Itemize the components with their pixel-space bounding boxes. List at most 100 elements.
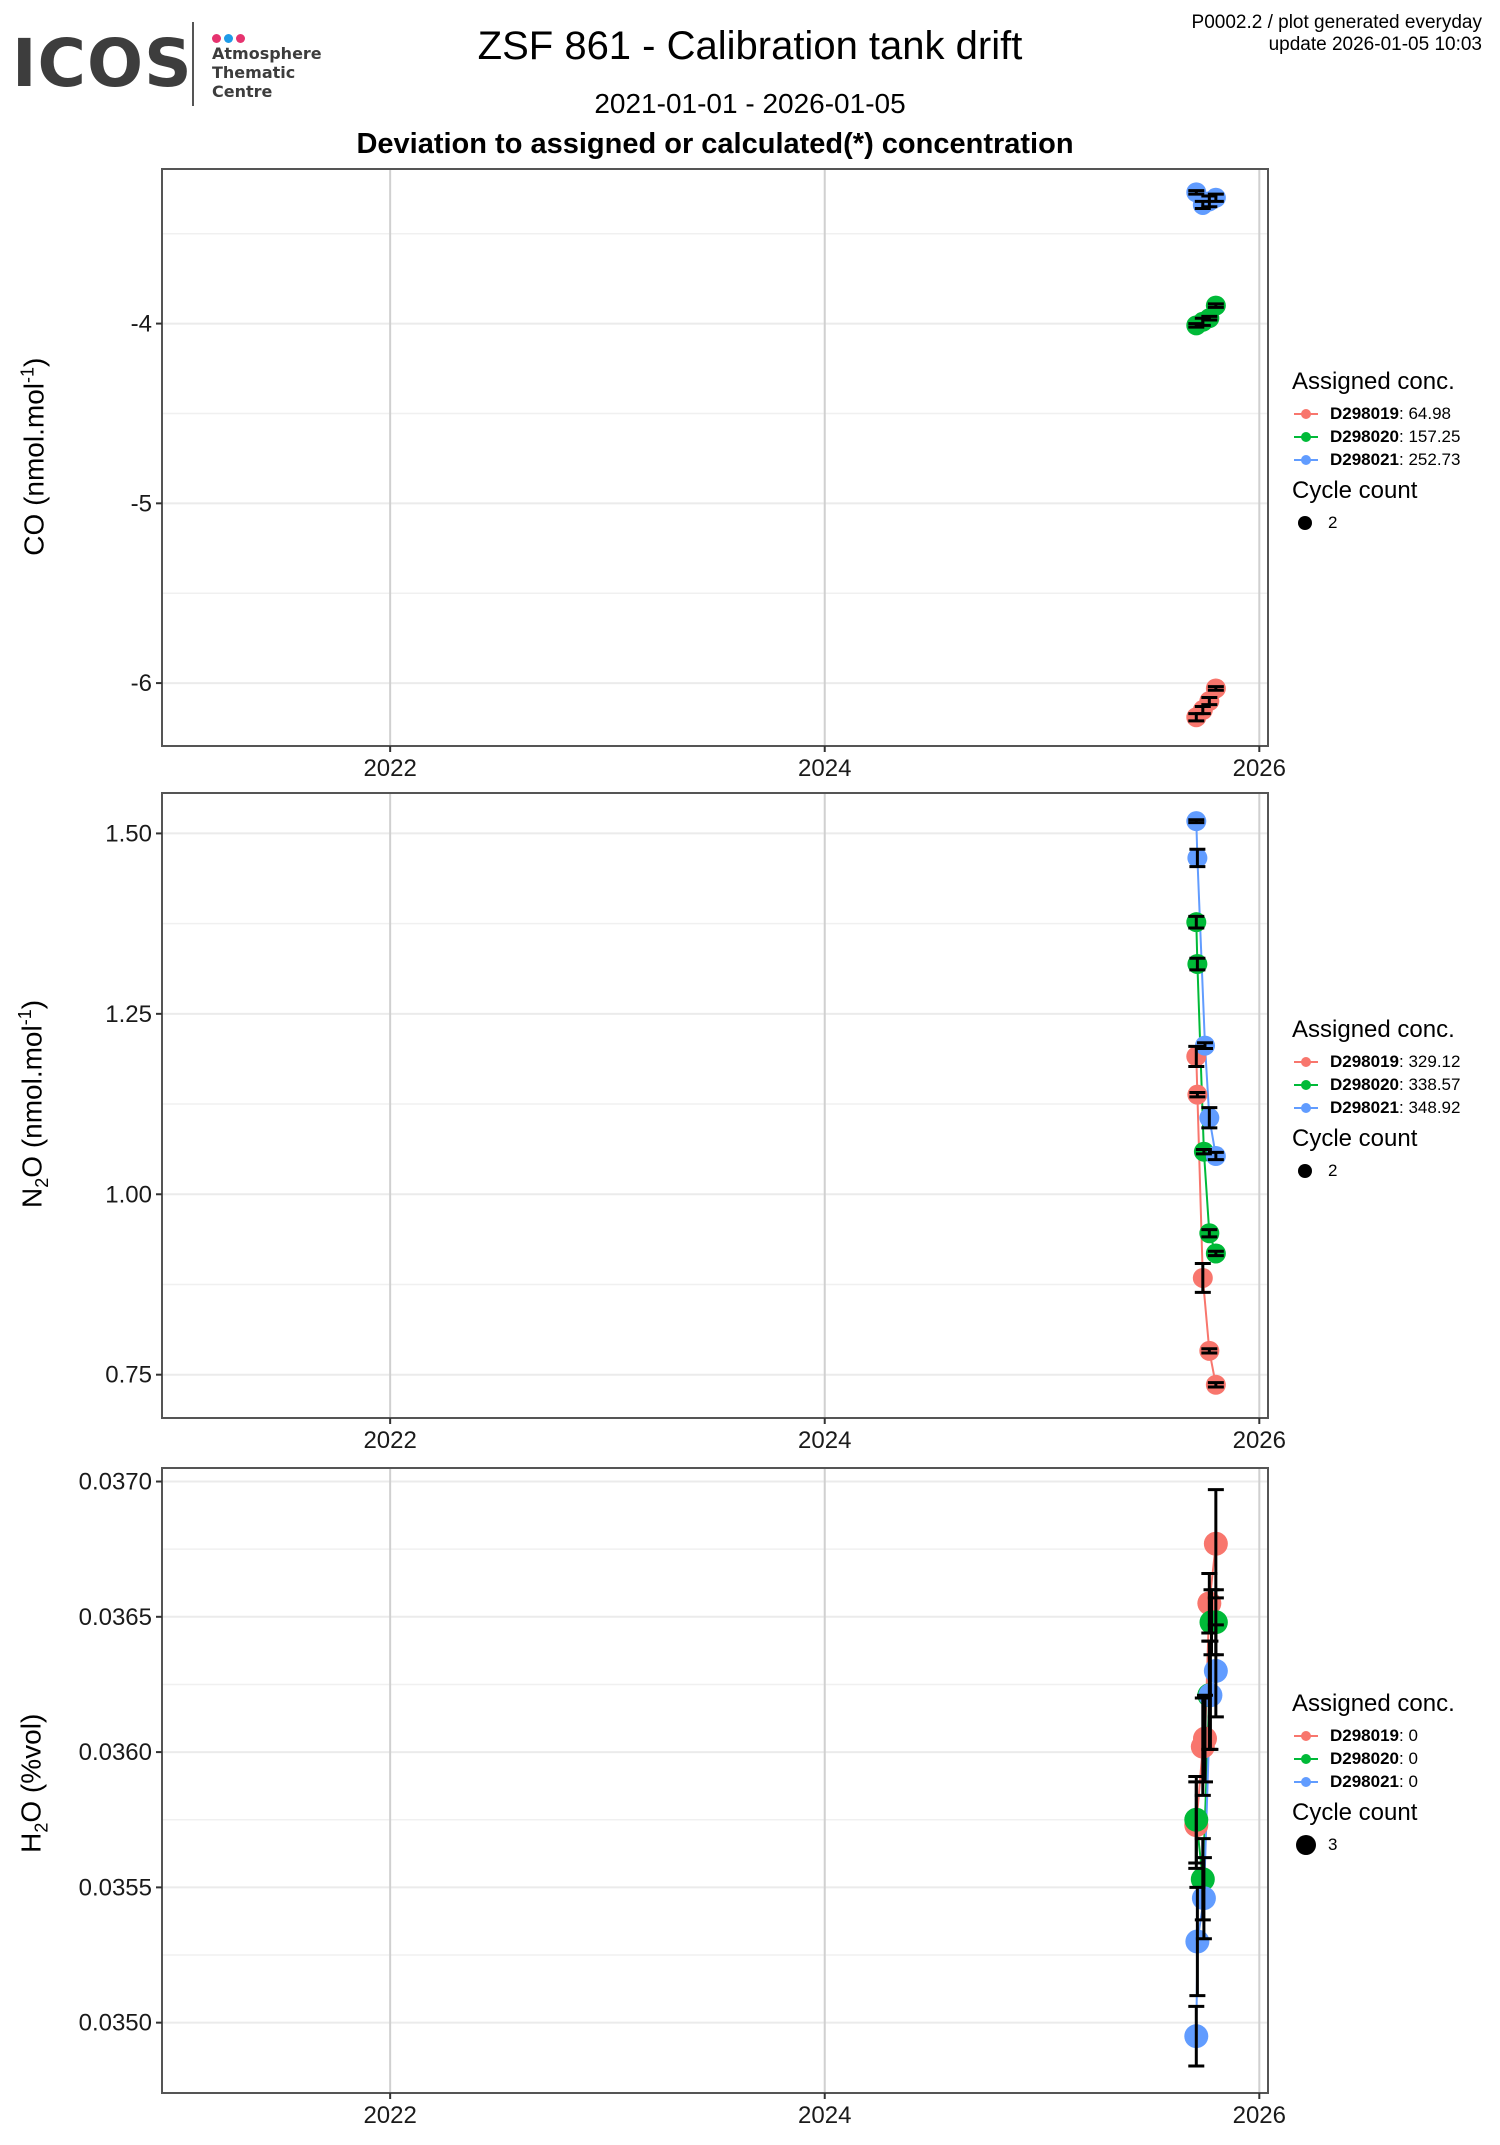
y-label-mid: O (nmol.mol <box>16 1025 48 1178</box>
logo-dots <box>212 30 248 48</box>
legend-value: : 0 <box>1399 1749 1418 1768</box>
legend-tank: D298021 <box>1330 450 1400 469</box>
x-tick-label: 2024 <box>798 1427 851 1454</box>
logo-subtitle-line: Thematic <box>212 63 296 82</box>
legend-key <box>1292 408 1320 420</box>
logo-wordmark: ICOS <box>12 25 193 102</box>
y-label-sup: -1 <box>17 366 38 383</box>
panel-border <box>161 792 1269 1419</box>
legend-cycle-item: 3 <box>1292 1835 1455 1855</box>
panel-border <box>161 168 1269 747</box>
legend-tank: D298020 <box>1330 427 1400 446</box>
legend-item-d298021: D298021: 252.73 <box>1292 448 1460 471</box>
y-tick-label: -4 <box>131 311 152 338</box>
y-tick-label: -5 <box>131 490 152 517</box>
x-tick-label: 2026 <box>1233 755 1286 782</box>
legend-tank: D298019 <box>1330 1052 1400 1071</box>
date-range: 2021-01-01 - 2026-01-05 <box>594 88 906 119</box>
cycle-dot-icon <box>1296 1835 1316 1855</box>
legend-cycle-title: Cycle count <box>1292 477 1418 504</box>
y-label-text: H <box>15 1832 47 1853</box>
y-label-sub: 2 <box>31 1822 52 1833</box>
plot-meta-line2: update 2026-01-05 10:03 <box>1268 34 1482 55</box>
legend-tank: D298021 <box>1330 1098 1400 1117</box>
legend-cycle-item: 2 <box>1292 1161 1460 1181</box>
legend-tank: D298020 <box>1330 1075 1400 1094</box>
legend-co: Assigned conc. D298019: 64.98 D298020: 1… <box>1292 368 1460 533</box>
y-axis-label-n2o: N2O (nmol.mol-1) <box>15 954 53 1254</box>
y-tick-label: 0.0350 <box>79 2010 152 2037</box>
legend-key <box>1292 1776 1320 1788</box>
chart-heading: Deviation to assigned or calculated(*) c… <box>356 128 1074 160</box>
legend-key <box>1292 454 1320 466</box>
logo-subtitle-line: Centre <box>212 82 273 101</box>
y-tick-label: 0.0370 <box>79 1469 152 1496</box>
page-title: ZSF 861 - Calibration tank drift <box>477 24 1023 68</box>
legend-value: : 252.73 <box>1399 450 1461 469</box>
logo-divider <box>192 22 194 106</box>
y-label-text: N <box>16 1187 48 1208</box>
logo-dot <box>212 34 221 43</box>
legend-title: Assigned conc. <box>1292 1016 1455 1043</box>
legend-key <box>1292 1079 1320 1091</box>
legend-title: Assigned conc. <box>1292 368 1455 395</box>
x-tick-label: 2022 <box>363 1427 416 1454</box>
panel-border <box>161 1467 1269 2094</box>
legend-value: : 0 <box>1399 1726 1418 1745</box>
legend-item-d298020: D298020: 157.25 <box>1292 425 1460 448</box>
legend-value: : 348.92 <box>1399 1098 1461 1117</box>
y-label-end: ) <box>16 999 48 1010</box>
y-label-mid: O (%vol) <box>15 1713 47 1823</box>
icos-logo: ICOS Atmosphere Thematic Centre <box>12 22 332 106</box>
legend-value: : 338.57 <box>1399 1075 1461 1094</box>
legend-item-d298021: D298021: 0 <box>1292 1770 1455 1793</box>
x-tick-label: 2024 <box>798 2102 851 2129</box>
legend-item-d298020: D298020: 338.57 <box>1292 1073 1460 1096</box>
y-tick-label: 1.50 <box>105 820 152 847</box>
legend-tank: D298021 <box>1330 1772 1400 1791</box>
legend-value: : 0 <box>1399 1772 1418 1791</box>
legend-value: : 64.98 <box>1399 404 1452 423</box>
y-tick-label: 0.75 <box>105 1362 152 1389</box>
legend-n2o: Assigned conc. D298019: 329.12 D298020: … <box>1292 1016 1460 1181</box>
legend-value: : 329.12 <box>1399 1052 1461 1071</box>
x-tick-label: 2022 <box>363 755 416 782</box>
logo-dot <box>236 34 245 43</box>
cycle-dot-icon <box>1298 1164 1312 1178</box>
logo-subtitle-line: Atmosphere <box>212 44 322 63</box>
y-label-sup: -1 <box>15 1009 36 1026</box>
y-tick-label: 0.0355 <box>79 1874 152 1901</box>
x-tick-label: 2026 <box>1233 2102 1286 2129</box>
legend-tank: D298019 <box>1330 1726 1400 1745</box>
legend-cycle-title: Cycle count <box>1292 1125 1418 1152</box>
legend-cycle-value: 2 <box>1328 513 1338 532</box>
legend-item-d298019: D298019: 64.98 <box>1292 402 1460 425</box>
y-label-text: CO (nmol.mol <box>18 382 50 556</box>
y-tick-label: 1.00 <box>105 1181 152 1208</box>
legend-key <box>1292 1753 1320 1765</box>
legend-item-d298020: D298020: 0 <box>1292 1747 1455 1770</box>
y-axis-label-co: CO (nmol.mol-1) <box>17 307 50 607</box>
legend-h2o: Assigned conc. D298019: 0 D298020: 0 D29… <box>1292 1690 1455 1855</box>
y-label-sub: 2 <box>31 1177 52 1188</box>
y-tick-label: 0.0360 <box>79 1739 152 1766</box>
logo-dot <box>224 34 233 43</box>
legend-tank: D298019 <box>1330 404 1400 423</box>
legend-cycle-item: 2 <box>1292 513 1460 533</box>
legend-key <box>1292 431 1320 443</box>
legend-tank: D298020 <box>1330 1749 1400 1768</box>
y-tick-label: 0.0365 <box>79 1604 152 1631</box>
plot-meta: P0002.2 / plot generated everyday update… <box>1192 12 1482 56</box>
legend-key <box>1292 1730 1320 1742</box>
series-line-d298019 <box>1195 1056 1217 1385</box>
legend-key <box>1292 1102 1320 1114</box>
x-tick-label: 2022 <box>363 2102 416 2129</box>
legend-title: Assigned conc. <box>1292 1690 1455 1717</box>
plot-meta-line1: P0002.2 / plot generated everyday <box>1191 12 1482 33</box>
legend-key <box>1292 1056 1320 1068</box>
legend-item-d298019: D298019: 329.12 <box>1292 1050 1460 1073</box>
legend-cycle-title: Cycle count <box>1292 1799 1418 1826</box>
y-tick-label: -6 <box>131 670 152 697</box>
x-tick-label: 2024 <box>798 755 851 782</box>
